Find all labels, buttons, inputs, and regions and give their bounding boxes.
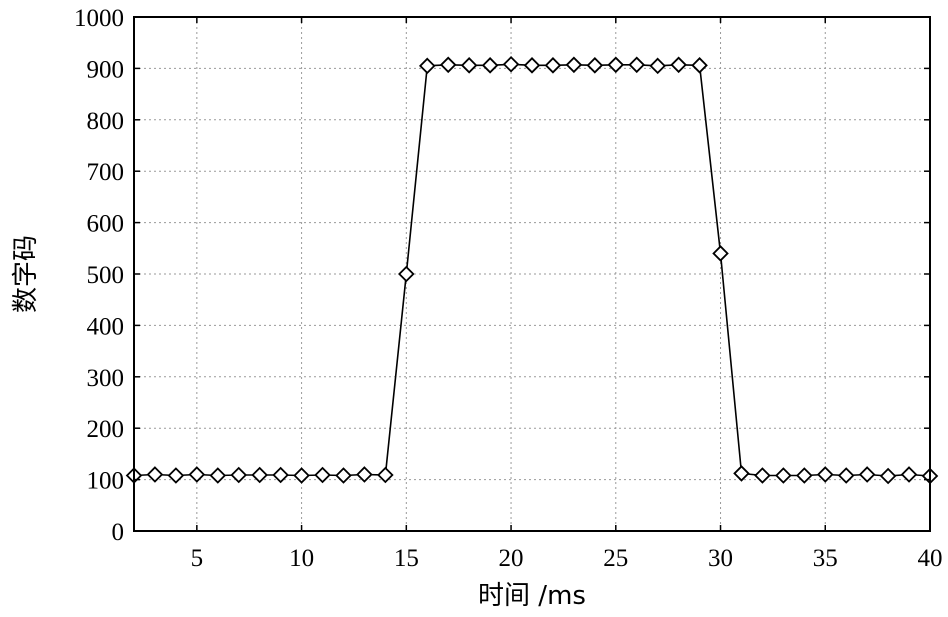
x-tick-labels: 5 10 15 20 25 30 35 40 — [191, 17, 943, 572]
data-point-marker — [377, 466, 394, 484]
x-tick-label: 30 — [708, 545, 733, 572]
data-point-marker — [418, 57, 436, 75]
data-point-marker — [398, 265, 415, 283]
data-point-marker — [670, 56, 687, 74]
data-point-marker — [293, 467, 310, 484]
grid-lines — [134, 17, 930, 531]
data-point-marker — [146, 466, 164, 483]
data-point-marker — [816, 466, 834, 483]
y-tick-label: 500 — [87, 262, 125, 289]
data-point-marker — [649, 57, 666, 75]
data-point-marker — [544, 57, 562, 74]
x-tick-label: 40 — [918, 545, 943, 572]
data-point-marker — [586, 57, 604, 74]
x-tick-label: 10 — [289, 545, 314, 572]
data-point-marker — [356, 466, 373, 483]
y-tick-label: 100 — [87, 468, 125, 495]
y-tick-label: 0 — [112, 519, 125, 546]
series-group — [125, 56, 939, 485]
data-point-marker — [712, 245, 729, 262]
data-point-marker — [628, 56, 646, 74]
data-point-marker — [230, 466, 248, 484]
data-point-marker — [502, 56, 520, 73]
data-point-marker — [565, 56, 583, 74]
y-tick-label: 1000 — [74, 5, 124, 32]
data-point-marker — [733, 465, 750, 482]
data-point-marker — [188, 466, 206, 483]
data-point-marker — [439, 56, 457, 74]
data-point-marker — [209, 467, 227, 484]
x-tick-label: 20 — [499, 545, 524, 572]
data-point-marker — [335, 467, 352, 484]
data-point-marker — [796, 467, 813, 484]
data-point-marker — [879, 467, 897, 485]
data-point-marker — [272, 466, 289, 484]
data-point-marker — [314, 466, 331, 484]
data-point-marker — [900, 466, 918, 483]
data-point-marker — [691, 57, 708, 74]
y-tick-label: 700 — [87, 159, 125, 186]
data-point-marker — [251, 466, 268, 484]
data-point-marker — [858, 466, 876, 483]
data-point-marker — [460, 57, 478, 74]
y-tick-label: 400 — [87, 313, 125, 340]
x-axis-title: 时间 /ms — [478, 581, 586, 611]
x-tick-label: 5 — [191, 545, 204, 572]
y-tick-labels: 0 100 200 300 400 500 600 700 800 900 1000 — [74, 5, 930, 546]
y-tick-label: 300 — [87, 365, 125, 392]
y-tick-label: 200 — [87, 416, 125, 443]
data-point-marker — [607, 56, 625, 74]
data-point-marker — [523, 57, 541, 74]
y-tick-label: 800 — [87, 108, 125, 135]
data-point-marker — [775, 467, 792, 484]
x-tick-label: 25 — [603, 545, 628, 572]
data-point-marker — [837, 467, 855, 484]
series-line — [133, 63, 931, 477]
y-tick-label: 600 — [87, 211, 125, 238]
x-tick-label: 15 — [394, 545, 419, 572]
data-point-marker — [167, 467, 185, 484]
x-tick-label: 35 — [813, 545, 838, 572]
data-point-marker — [481, 57, 499, 74]
y-tick-label: 900 — [87, 56, 125, 83]
y-axis-title: 数字码 — [11, 235, 41, 313]
data-point-marker — [754, 467, 771, 484]
